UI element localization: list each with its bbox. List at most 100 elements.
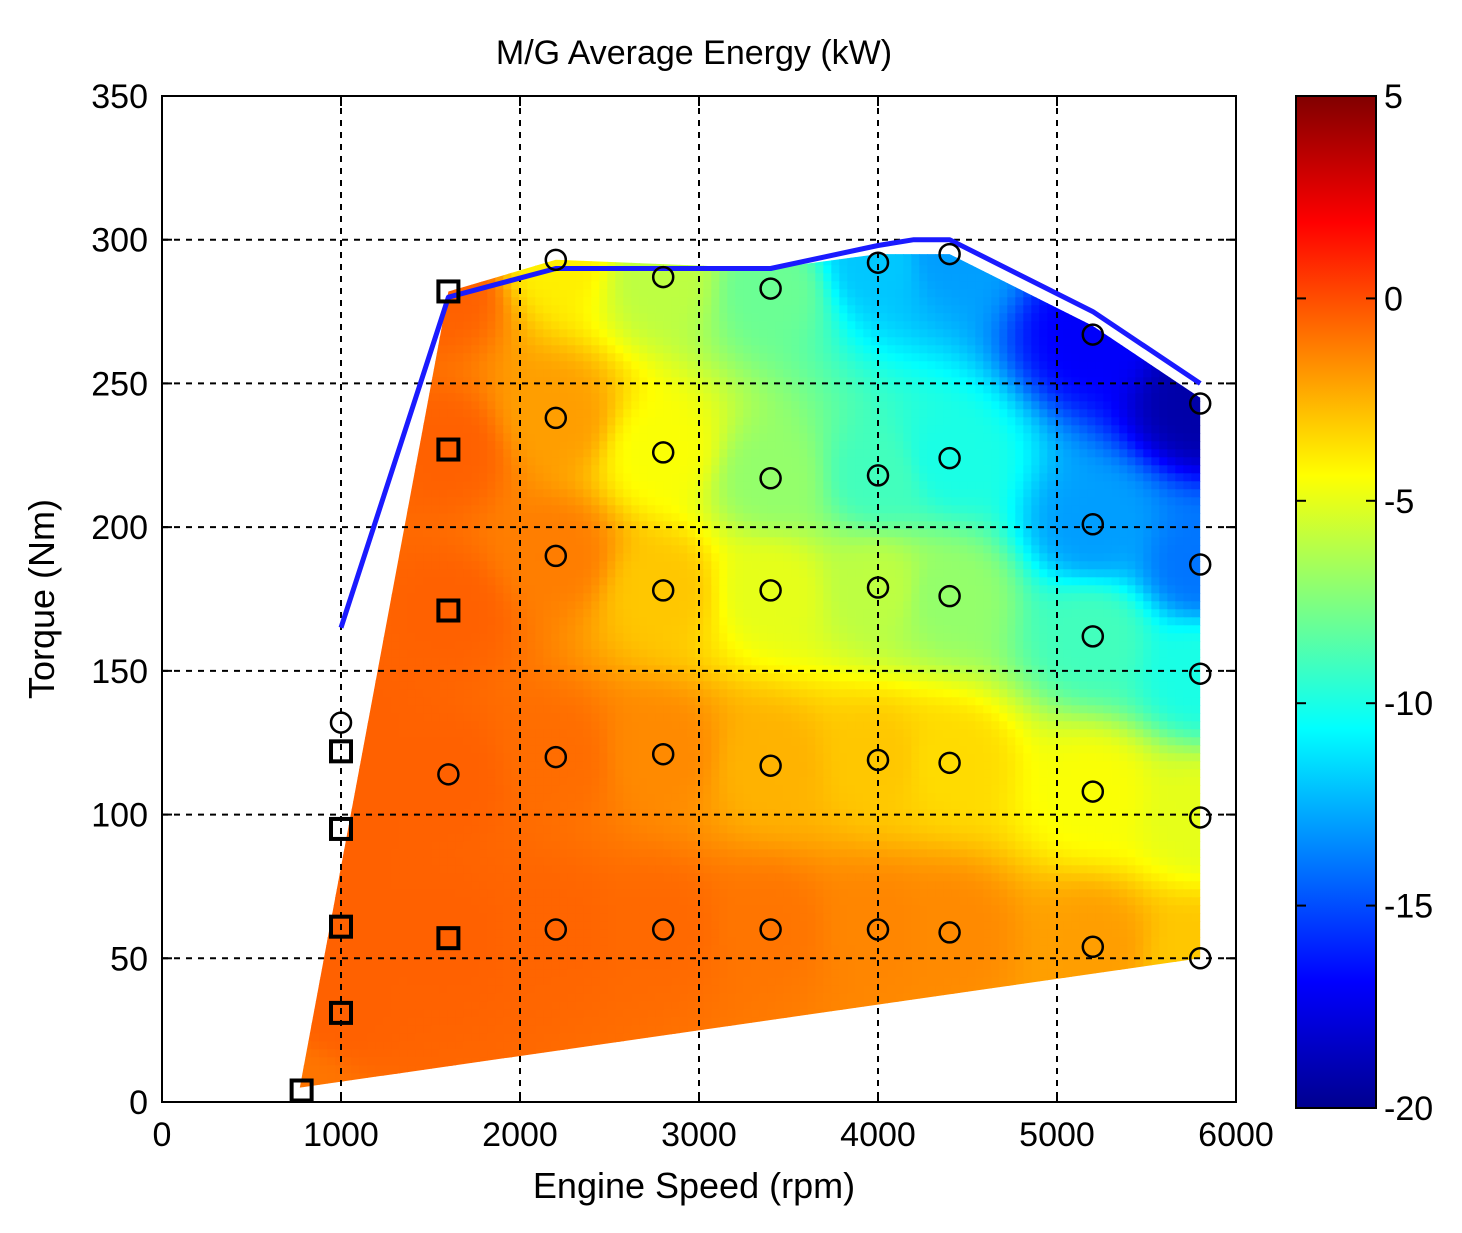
contour-cell <box>583 513 592 522</box>
contour-cell <box>1119 345 1128 354</box>
contour-cell <box>575 377 584 386</box>
contour-cell <box>1031 457 1040 466</box>
contour-cell <box>679 537 688 546</box>
contour-cell <box>759 313 768 322</box>
contour-cell <box>1175 401 1184 410</box>
contour-cell <box>1007 433 1016 442</box>
contour-cell <box>543 289 552 298</box>
contour-cell <box>983 401 992 410</box>
contour-cell <box>511 401 520 410</box>
contour-cell <box>951 345 960 354</box>
contour-cell <box>623 273 632 282</box>
contour-cell <box>959 441 968 450</box>
contour-cell <box>1087 505 1096 514</box>
contour-cell <box>455 545 464 554</box>
contour-cell <box>543 553 552 562</box>
contour-cell <box>791 377 800 386</box>
contour-cell <box>1039 561 1048 570</box>
contour-cell <box>487 321 496 330</box>
contour-cell <box>719 281 728 290</box>
contour-cell <box>471 441 480 450</box>
contour-cell <box>679 513 688 522</box>
contour-cell <box>727 529 736 538</box>
contour-cell <box>799 265 808 274</box>
contour-cell <box>831 353 840 362</box>
contour-cell <box>727 553 736 562</box>
contour-cell <box>583 449 592 458</box>
contour-cell <box>791 345 800 354</box>
contour-cell <box>431 473 440 482</box>
contour-cell <box>639 305 648 314</box>
contour-cell <box>1055 521 1064 530</box>
contour-cell <box>583 281 592 290</box>
contour-cell <box>751 433 760 442</box>
contour-cell <box>471 369 480 378</box>
contour-cell <box>703 305 712 314</box>
contour-cell <box>727 345 736 354</box>
contour-cell <box>943 505 952 514</box>
contour-cell <box>1079 369 1088 378</box>
contour-cell <box>799 505 808 514</box>
contour-cell <box>959 321 968 330</box>
contour-cell <box>735 505 744 514</box>
contour-cell <box>711 529 720 538</box>
contour-cell <box>575 305 584 314</box>
contour-cell <box>911 297 920 306</box>
contour-cell <box>527 281 536 290</box>
contour-cell <box>575 337 584 346</box>
contour-cell <box>607 545 616 554</box>
contour-cell <box>1103 545 1112 554</box>
contour-cell <box>1015 465 1024 474</box>
contour-cell <box>863 409 872 418</box>
contour-cell <box>1031 329 1040 338</box>
contour-cell <box>543 465 552 474</box>
contour-cell <box>767 553 776 562</box>
contour-cell <box>935 313 944 322</box>
contour-cell <box>527 513 536 522</box>
contour-cell <box>839 473 848 482</box>
contour-cell <box>647 297 656 306</box>
contour-cell <box>807 377 816 386</box>
contour-cell <box>823 513 832 522</box>
contour-cell <box>519 409 528 418</box>
contour-cell <box>879 353 888 362</box>
contour-cell <box>495 321 504 330</box>
contour-cell <box>959 473 968 482</box>
contour-cell <box>1079 497 1088 506</box>
contour-cell <box>1047 561 1056 570</box>
contour-cell <box>743 281 752 290</box>
contour-cell <box>1191 425 1200 434</box>
contour-cell <box>1183 481 1192 490</box>
contour-cell <box>1143 425 1152 434</box>
contour-cell <box>879 425 888 434</box>
contour-cell <box>1191 441 1200 450</box>
contour-cell <box>631 337 640 346</box>
contour-cell <box>951 401 960 410</box>
contour-cell <box>1175 505 1184 514</box>
contour-cell <box>623 353 632 362</box>
contour-cell <box>607 369 616 378</box>
contour-cell <box>999 385 1008 394</box>
contour-cell <box>639 337 648 346</box>
contour-cell <box>1055 489 1064 498</box>
contour-cell <box>527 321 536 330</box>
contour-cell <box>1031 353 1040 362</box>
contour-cell <box>711 353 720 362</box>
contour-cell <box>1047 529 1056 538</box>
contour-cell <box>591 513 600 522</box>
contour-cell <box>807 521 816 530</box>
contour-cell <box>655 521 664 530</box>
contour-cell <box>815 433 824 442</box>
contour-cell <box>807 433 816 442</box>
contour-cell <box>751 337 760 346</box>
contour-cell <box>935 513 944 522</box>
contour-cell <box>919 337 928 346</box>
contour-cell <box>479 289 488 298</box>
contour-cell <box>1079 505 1088 514</box>
contour-cell <box>799 481 808 490</box>
contour-cell <box>983 513 992 522</box>
contour-cell <box>799 401 808 410</box>
contour-cell <box>839 345 848 354</box>
contour-cell <box>1087 497 1096 506</box>
contour-cell <box>943 529 952 538</box>
